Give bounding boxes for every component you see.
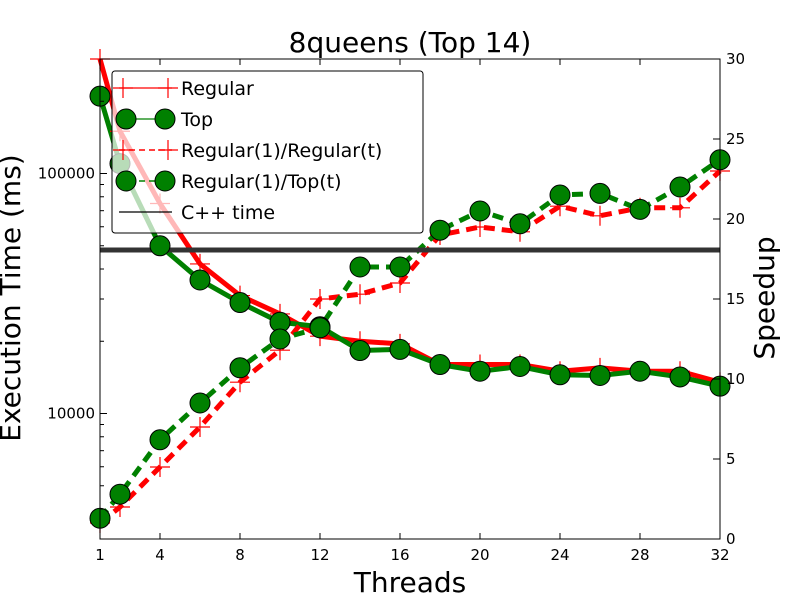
axes: 1 4 8 12 16 20 24 28 32 10000 100000 0 5 10 15 20 25 30 — [38, 50, 745, 564]
data-point — [349, 340, 371, 362]
data-point — [549, 364, 571, 386]
data-point — [389, 256, 411, 278]
data-point — [229, 292, 251, 314]
data-point — [629, 360, 651, 382]
data-point — [429, 354, 451, 376]
legend-entry: Top — [115, 108, 213, 131]
y-right-tick-label: 5 — [726, 450, 736, 468]
x-tick-label: 20 — [470, 546, 489, 564]
data-point — [150, 457, 170, 477]
legend-marker — [158, 140, 178, 160]
y-axis-right-label: Speedup — [748, 236, 781, 359]
y-right-tick-label: 0 — [726, 530, 736, 548]
y-right-tick-label: 10 — [726, 370, 745, 388]
data-point — [590, 205, 610, 226]
x-tick-label: 32 — [710, 546, 729, 564]
y-left-tick-label: 10000 — [47, 405, 95, 423]
x-tick-label: 8 — [235, 546, 245, 564]
legend-label: Regular(1)/Regular(t) — [181, 140, 382, 162]
legend-entry: C++ time — [119, 202, 275, 224]
data-point — [190, 417, 210, 437]
data-point — [589, 182, 611, 204]
legend-marker — [113, 78, 133, 98]
legend: Regular Top Regular(1)/Regular(t) Regular(1… — [111, 70, 424, 234]
data-point — [509, 355, 531, 377]
x-tick-label: 16 — [390, 546, 409, 564]
legend-marker — [154, 108, 176, 130]
data-point — [309, 317, 331, 339]
y-right-tick-label: 25 — [726, 130, 745, 148]
y-right-tick-label: 30 — [726, 50, 745, 68]
data-point — [509, 213, 531, 235]
legend-marker — [158, 78, 178, 98]
legend-label: Regular(1)/Top(t) — [181, 171, 342, 193]
data-point — [669, 176, 691, 198]
legend-label: C++ time — [181, 202, 275, 224]
y-left-tick-label: 100000 — [38, 165, 95, 183]
data-point — [189, 392, 211, 414]
data-point — [629, 198, 651, 220]
data-point — [350, 284, 370, 305]
series-line — [98, 157, 722, 520]
data-point — [429, 219, 451, 241]
legend-label: Regular — [181, 78, 254, 100]
x-tick-label: 12 — [310, 546, 329, 564]
data-point — [189, 269, 211, 291]
data-point — [149, 235, 171, 257]
legend-entry: Regular(1)/Top(t) — [115, 170, 342, 193]
data-point — [109, 483, 131, 505]
markers-top — [89, 85, 731, 397]
legend-label: Top — [180, 109, 213, 131]
x-tick-label: 28 — [630, 546, 649, 564]
data-point — [669, 366, 691, 388]
legend-entry: Regular — [113, 78, 254, 100]
y-right-tick-label: 15 — [726, 290, 745, 308]
data-point — [349, 256, 371, 278]
data-point — [589, 365, 611, 387]
chart-title: 8queens (Top 14) — [289, 26, 532, 59]
data-point — [389, 338, 411, 360]
data-point — [310, 289, 330, 309]
legend-marker — [113, 140, 133, 160]
x-axis-label: Threads — [353, 566, 467, 599]
legend-marker — [115, 170, 137, 192]
legend-marker — [115, 108, 137, 130]
series-regular-1-top-t — [98, 157, 722, 520]
y-axis-left-label: Execution Time (ms) — [0, 154, 27, 441]
data-point — [469, 200, 491, 222]
x-tick-label: 1 — [95, 546, 105, 564]
x-tick-label: 4 — [155, 546, 165, 564]
data-point — [229, 357, 251, 379]
data-point — [670, 197, 690, 218]
legend-marker — [154, 170, 176, 192]
data-point — [269, 328, 291, 350]
legend-entry: Regular(1)/Regular(t) — [113, 140, 382, 162]
data-point — [149, 429, 171, 451]
x-tick-label: 24 — [550, 546, 569, 564]
data-point — [549, 184, 571, 206]
legend-box — [111, 70, 424, 234]
data-point — [469, 360, 491, 382]
y-right-tick-label: 20 — [726, 210, 745, 228]
